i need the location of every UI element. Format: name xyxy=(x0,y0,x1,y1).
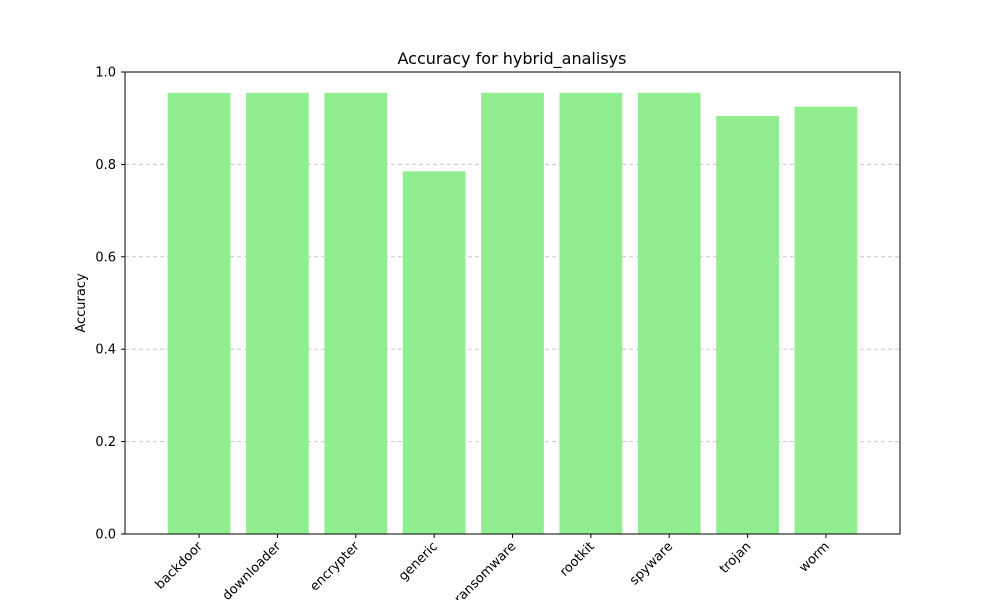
chart-title: Accuracy for hybrid_analisys xyxy=(398,49,627,69)
x-axis-ticks: backdoor downloader encrypter generic ransom… xyxy=(153,534,833,600)
y-axis-ticks: 0.0 0.2 0.4 0.6 0.8 1.0 xyxy=(95,66,125,543)
y-axis-title: Accuracy xyxy=(74,273,89,333)
x-tick-label: downloader xyxy=(220,539,285,600)
x-tick-label: backdoor xyxy=(153,539,207,593)
bar-encrypter xyxy=(324,92,388,534)
bar-trojan xyxy=(716,115,779,534)
x-tick-label: worm xyxy=(796,539,832,575)
bar-downloader xyxy=(246,92,309,534)
x-tick-label: spyware xyxy=(627,539,676,588)
bars xyxy=(167,92,858,535)
x-tick-label: generic xyxy=(396,539,441,584)
bar-worm xyxy=(794,106,858,535)
bar-generic xyxy=(402,171,466,534)
x-tick-label: rootkit xyxy=(557,539,598,580)
y-tick-label: 0.6 xyxy=(95,250,116,265)
x-tick-label: encrypter xyxy=(307,539,363,595)
bar-spyware xyxy=(637,92,701,534)
bar-rootkit xyxy=(559,92,623,534)
y-tick-label: 0.2 xyxy=(95,435,116,450)
y-tick-label: 1.0 xyxy=(95,66,116,81)
y-tick-label: 0.0 xyxy=(95,528,116,543)
x-tick-label: ransomware xyxy=(452,539,520,600)
y-tick-label: 0.8 xyxy=(95,158,116,173)
bar-ransomware xyxy=(481,92,544,534)
bar-backdoor xyxy=(167,92,231,534)
y-tick-label: 0.4 xyxy=(95,343,116,358)
x-tick-label: trojan xyxy=(717,539,754,576)
